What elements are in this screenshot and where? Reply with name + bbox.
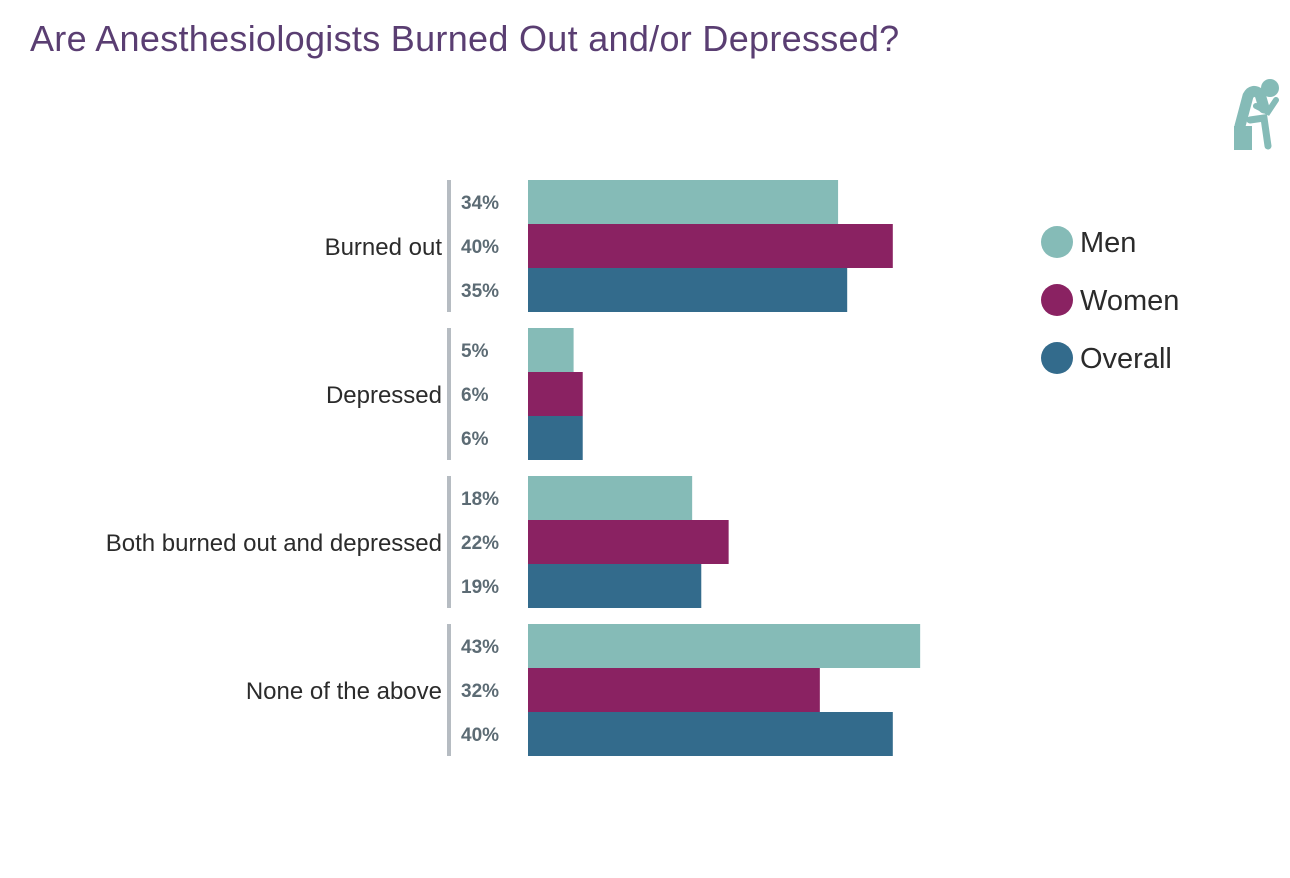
data-label: 34% — [461, 193, 499, 214]
category-label: Burned out — [325, 234, 443, 261]
group-divider — [447, 180, 451, 312]
bar-women — [528, 224, 893, 268]
chart-title: Are Anesthesiologists Burned Out and/or … — [30, 18, 900, 59]
data-label: 32% — [461, 681, 499, 702]
bar-overall — [528, 564, 702, 608]
data-label: 5% — [461, 341, 489, 362]
legend-marker-overall — [1041, 342, 1073, 374]
bar-overall — [528, 416, 583, 460]
data-label: 40% — [461, 725, 499, 746]
data-label: 35% — [461, 281, 499, 302]
group-divider — [447, 476, 451, 608]
data-label: 18% — [461, 489, 499, 510]
bar-women — [528, 372, 583, 416]
data-label: 43% — [461, 637, 499, 658]
category-label: None of the above — [246, 678, 442, 705]
bar-women — [528, 668, 820, 712]
category-label: Both burned out and depressed — [106, 530, 442, 557]
bar-overall — [528, 712, 893, 756]
bar-overall — [528, 268, 848, 312]
legend-label: Overall — [1080, 343, 1172, 375]
category-label: Depressed — [326, 382, 442, 409]
group-divider — [447, 328, 451, 460]
legend-marker-women — [1041, 284, 1073, 316]
data-label: 6% — [461, 429, 489, 450]
bar-men — [528, 476, 693, 520]
data-label: 19% — [461, 577, 499, 598]
thinking-person-icon — [1234, 79, 1279, 150]
bar-women — [528, 520, 729, 564]
bar-men — [528, 328, 574, 372]
data-label: 22% — [461, 533, 499, 554]
group-divider — [447, 624, 451, 756]
bar-men — [528, 180, 839, 224]
bar-men — [528, 624, 921, 668]
data-label: 6% — [461, 385, 489, 406]
legend-label: Women — [1080, 285, 1179, 317]
data-label: 40% — [461, 237, 499, 258]
legend-label: Men — [1080, 227, 1136, 259]
legend-marker-men — [1041, 226, 1073, 258]
